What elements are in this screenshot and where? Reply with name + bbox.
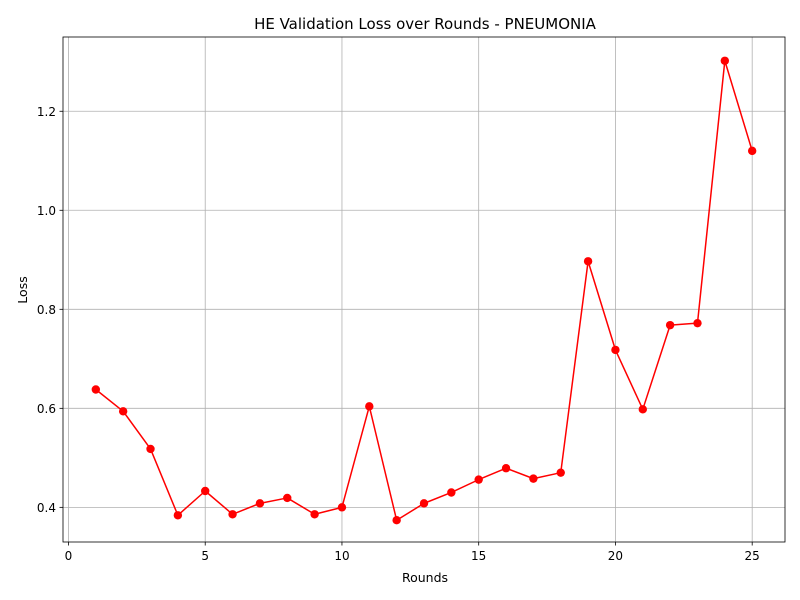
data-point [638, 405, 647, 414]
data-point [720, 56, 730, 65]
data-point [501, 464, 511, 473]
data-point [118, 407, 128, 416]
data-point [693, 318, 702, 328]
y-axis-label: Loss [15, 276, 30, 303]
plot-frame [62, 36, 786, 543]
x-tick-label: 20 [608, 549, 623, 563]
y-tick-label: 0.8 [37, 303, 56, 317]
data-point [583, 257, 593, 266]
data-series [91, 56, 757, 525]
chart-title: HE Validation Loss over Rounds - PNEUMON… [254, 15, 597, 33]
y-tick-label: 0.4 [37, 501, 56, 515]
grid-lines [63, 37, 785, 542]
data-point [365, 402, 374, 411]
data-point [228, 510, 237, 519]
y-tick-label: 0.6 [37, 402, 56, 416]
data-point [337, 503, 347, 512]
x-tick-label: 10 [334, 549, 349, 563]
x-tick-label: 25 [745, 549, 760, 563]
data-point [392, 516, 401, 525]
data-point [611, 345, 620, 355]
x-tick-label: 5 [201, 549, 209, 563]
data-point [283, 493, 292, 503]
data-point [91, 385, 101, 394]
data-point [665, 320, 675, 330]
data-point [529, 474, 538, 483]
data-point [146, 444, 155, 454]
data-point [173, 511, 183, 520]
data-point [474, 475, 483, 484]
data-point [255, 499, 265, 508]
data-point [447, 488, 456, 497]
data-point [556, 468, 565, 477]
data-point [201, 486, 210, 496]
x-tick-label: 0 [65, 549, 73, 563]
data-point [310, 510, 319, 519]
data-point [419, 499, 429, 508]
y-tick-label: 1.2 [37, 105, 56, 119]
x-tick-label: 15 [471, 549, 486, 563]
x-axis-label: Rounds [402, 570, 448, 585]
data-point [747, 146, 757, 156]
y-tick-label: 1.0 [37, 204, 56, 218]
axis-ticks: 0 5 10 15 20 25 0.4 0.6 0.8 1.0 1.2 [37, 105, 760, 563]
